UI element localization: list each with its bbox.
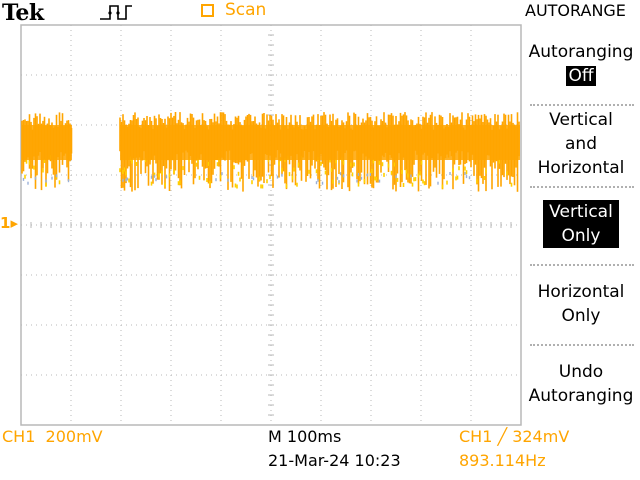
menu-divider [530,264,634,266]
graticule [20,24,522,426]
ch1-waveform [21,112,520,192]
menu-title: AUTORANGE [525,1,626,20]
trigger-readout: CH1 ╱ 324mV [459,427,570,446]
waveform-envelope [120,125,520,160]
undo-autoranging-button[interactable]: Undo Autoranging [522,360,640,408]
autoranging-value: Off [566,66,596,86]
timebase-readout: M 100ms [268,427,342,446]
menu-item-line: Horizontal [537,282,625,302]
trigger-pulse-icon [100,5,132,20]
menu-divider [530,186,634,188]
autoranging-toggle-button[interactable]: Autoranging Off [522,40,640,88]
waveform-envelope [22,125,72,160]
brand-logo: Tek [2,0,44,26]
top-status-bar: Tek Scan AUTORANGE [0,0,640,26]
frequency-readout: 893.114Hz [459,451,546,470]
menu-item-line: Autoranging [528,386,634,406]
selected-highlight: Vertical Only [543,200,619,248]
menu-item-line: Only [561,306,601,326]
vertical-only-button[interactable]: Vertical Only [522,200,640,248]
menu-divider [530,344,634,346]
acquisition-status-icon [201,4,214,17]
datetime-readout: 21-Mar-24 10:23 [268,451,401,470]
menu-item-line: Vertical [549,110,613,130]
ch1-scale-readout: CH1 200mV [2,427,103,446]
acquisition-state: Scan [225,0,267,20]
menu-item-line: and [565,134,597,154]
autoranging-label: Autoranging [528,42,634,62]
horizontal-only-button[interactable]: Horizontal Only [522,280,640,328]
menu-item-line: Only [561,226,601,246]
menu-item-line: Vertical [549,202,613,222]
vertical-and-horizontal-button[interactable]: Vertical and Horizontal [522,108,640,180]
menu-divider [530,104,634,106]
menu-item-line: Undo [558,362,604,382]
menu-item-line: Horizontal [537,158,625,178]
ch1-ground-marker: 1▸ [0,214,18,232]
